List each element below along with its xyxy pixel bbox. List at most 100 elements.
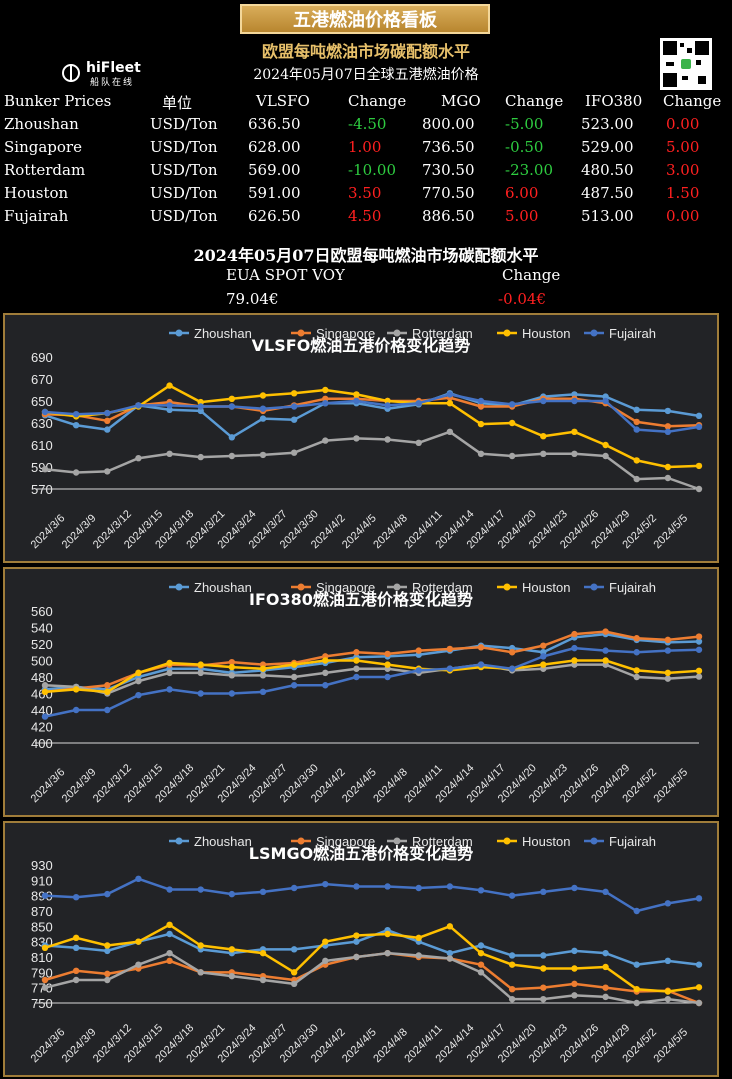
data-point-houston [322,386,329,394]
data-point-rotterdam [41,984,49,991]
y-tick-label: 440 [31,703,53,718]
price-cell-mgo: 886.50 [422,207,475,225]
data-point-fujairah [540,653,547,660]
price-cell-mgo: 730.50 [422,161,475,179]
legend-marker-singapore [297,837,305,845]
y-tick-label: 480 [31,670,53,685]
data-point-houston [259,392,267,399]
y-tick-label: 610 [31,438,53,453]
data-point-zhoushan [72,944,80,951]
data-point-houston [72,934,80,942]
dashboard-title-text: 五港燃油价格看板 [293,10,437,31]
data-point-houston [602,657,609,664]
data-point-fujairah [353,397,360,405]
data-point-fujairah [41,713,49,720]
col-header: Change [663,92,722,110]
data-point-fujairah [353,883,360,890]
col-header: Change [348,92,407,110]
data-point-houston [571,428,578,435]
series-line-rotterdam [44,430,700,491]
data-point-rotterdam [228,972,236,980]
data-point-rotterdam [353,953,360,961]
data-point-fujairah [41,408,49,416]
data-point-fujairah [477,887,485,894]
data-point-houston [446,400,454,407]
data-point-houston [540,965,547,972]
eua-change-value: -0.04€ [498,290,547,308]
data-point-houston [228,395,236,402]
data-point-zhoushan [197,407,204,415]
bunker-price-table: Bunker Prices 单位 VLSFO Change MGO Change… [4,92,730,230]
x-tick-label: 2024/5/5 [651,766,690,805]
data-point-rotterdam [477,450,485,457]
data-point-houston [290,969,298,976]
series-line-zhoushan [44,392,700,439]
data-point-houston [508,419,516,427]
y-tick-label: 790 [31,965,53,980]
data-point-houston [664,669,672,677]
qr-code-icon [660,38,712,90]
data-point-rotterdam [290,980,298,988]
price-cell-unit: USD/Ton [150,184,218,202]
price-cell-vlsfo: 636.50 [248,115,301,133]
data-point-singapore [41,976,49,984]
legend-label-zhoushan: Zhoushan [194,834,252,849]
price-cell-ifo-chg: 0.00 [666,207,700,225]
data-point-fujairah [135,691,142,699]
legend-label-rotterdam: Rotterdam [412,580,473,595]
data-point-houston [602,963,609,971]
legend-label-singapore: Singapore [316,580,375,595]
data-point-fujairah [571,644,578,652]
data-point-fujairah [415,884,422,892]
price-cell-ifo-chg: 5.00 [666,138,700,156]
data-point-fujairah [633,649,640,656]
eua-subtitle: 欧盟每吨燃油市场碳配额水平 [261,42,470,61]
data-point-singapore [104,970,111,978]
data-point-fujairah [540,397,547,405]
data-point-zhoushan [290,416,298,423]
data-point-fujairah [259,405,267,412]
data-point-singapore [477,644,485,651]
y-tick-label: 850 [31,919,53,934]
legend-marker-rotterdam [393,837,401,845]
data-point-fujairah [477,397,485,405]
price-cell-mgo: 736.50 [422,138,475,156]
data-point-houston [322,938,329,945]
price-row-houston: Houston USD/Ton 591.00 3.50 770.50 6.00 487.50… [4,184,730,207]
data-point-fujairah [353,673,360,681]
data-point-houston [384,661,391,668]
data-point-rotterdam [446,428,454,435]
data-point-rotterdam [135,961,142,968]
price-cell-unit: USD/Ton [150,115,218,133]
data-point-houston [353,657,360,664]
data-point-rotterdam [633,673,640,681]
price-cell-ifo: 513.00 [581,207,634,225]
eua-change-label: Change [502,266,561,284]
data-point-houston [353,932,360,939]
data-point-singapore [602,628,609,635]
data-point-houston [664,988,672,995]
data-point-rotterdam [322,437,329,444]
legend-label-fujairah: Fujairah [609,834,656,849]
data-point-fujairah [633,907,640,915]
data-point-houston [228,663,236,671]
legend-label-zhoushan: Zhoushan [194,326,252,341]
data-point-fujairah [508,665,516,672]
data-point-fujairah [228,690,236,697]
data-point-zhoushan [571,947,578,955]
data-point-singapore [633,635,640,642]
price-cell-port: Houston [4,184,69,202]
series-line-houston [44,659,700,694]
data-point-fujairah [664,900,672,907]
price-table-header: Bunker Prices 单位 VLSFO Change MGO Change… [4,92,730,115]
data-point-fujairah [166,686,173,693]
data-point-zhoushan [290,946,298,953]
vlsfo-chart-panel: Zhoushan Singapore Rotterdam Houston Fujaira… [3,313,719,563]
data-point-houston [571,657,578,664]
data-point-rotterdam [259,672,267,679]
data-point-houston [384,397,391,405]
dashboard-title: 五港燃油价格看板 [240,4,490,34]
data-point-rotterdam [415,952,422,959]
price-cell-unit: USD/Ton [150,161,218,179]
data-point-fujairah [602,397,609,405]
